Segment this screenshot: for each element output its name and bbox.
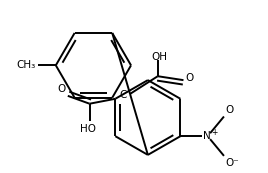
Text: O⁻: O⁻ [225,158,239,168]
Text: HO: HO [80,124,96,134]
Text: C: C [120,90,127,100]
Text: CH₃: CH₃ [17,60,36,70]
Text: O: O [58,84,66,94]
Text: O: O [225,104,233,115]
Text: OH: OH [152,52,168,62]
Text: O: O [185,73,194,83]
Text: N: N [203,131,211,141]
Text: +: + [211,128,217,137]
